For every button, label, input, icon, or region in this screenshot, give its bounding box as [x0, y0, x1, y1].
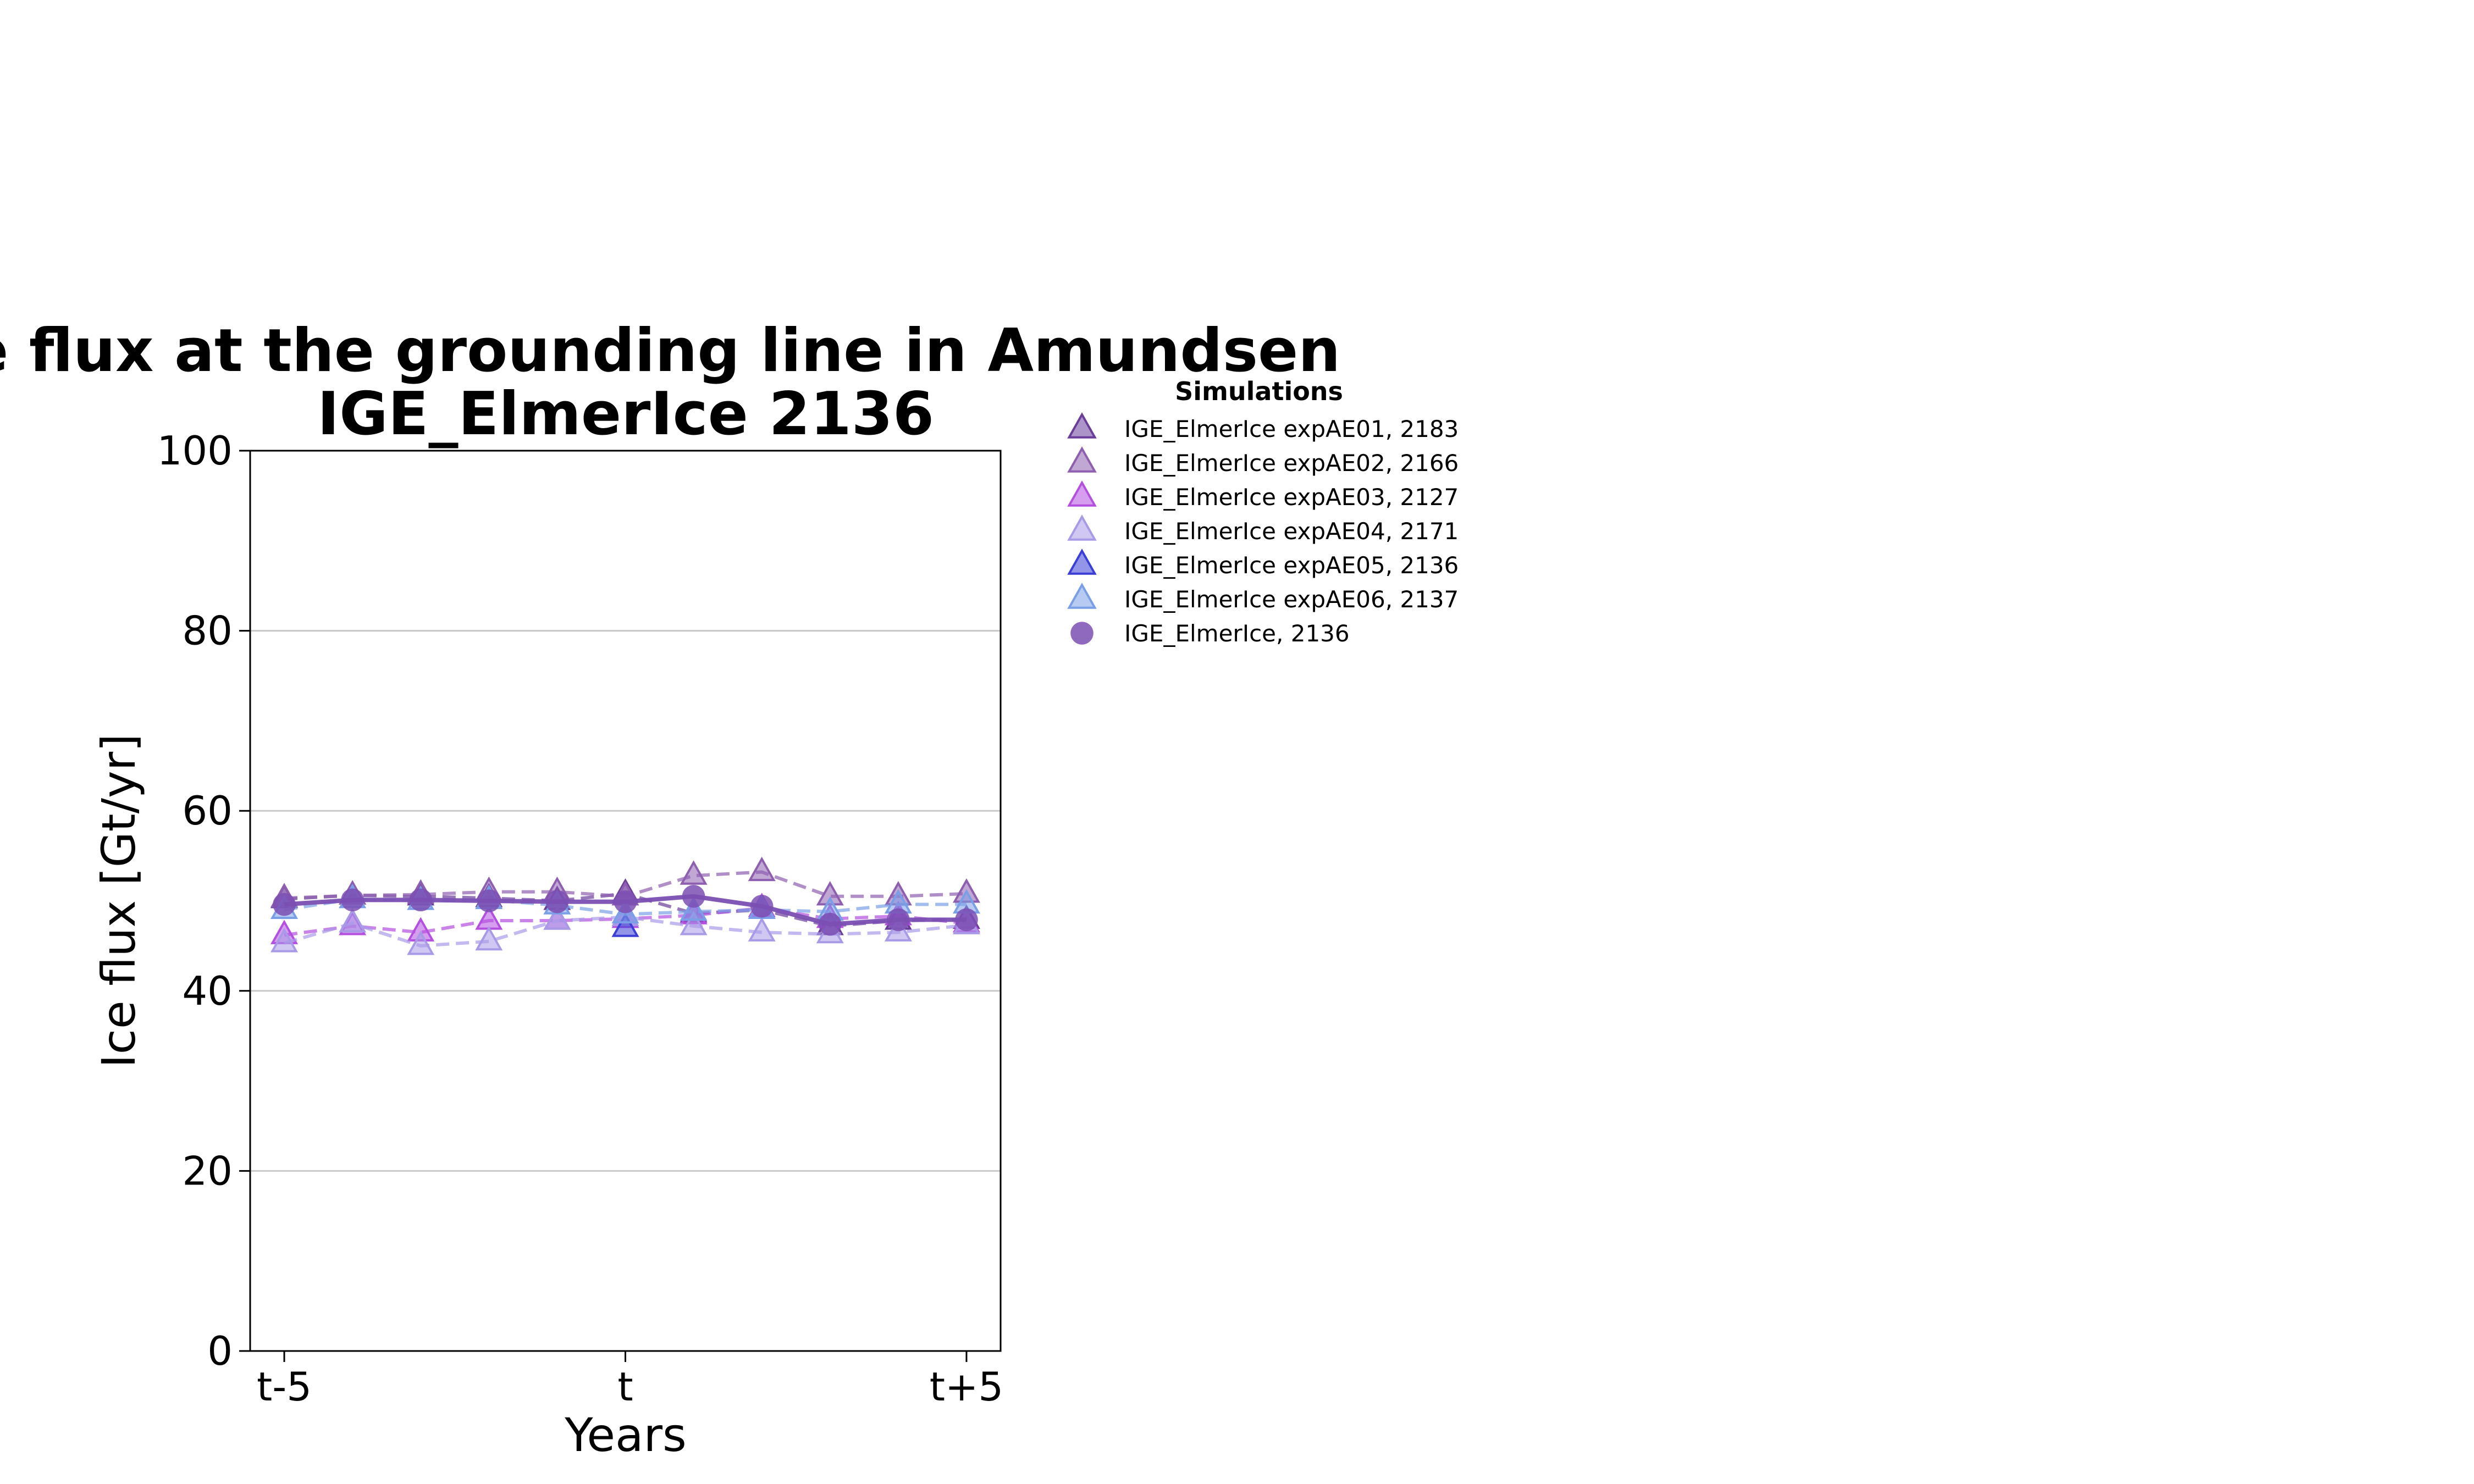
- legend-label: IGE_ElmerIce expAE06, 2137: [1124, 586, 1459, 613]
- x-tick-label: t-5: [257, 1364, 312, 1410]
- legend-marker: [1070, 622, 1094, 645]
- data-point: [750, 895, 774, 918]
- series-layer: [270, 856, 980, 955]
- legend-marker: [1067, 583, 1097, 609]
- data-point: [543, 905, 571, 930]
- data-point: [887, 908, 910, 932]
- legend-label: IGE_ElmerIce expAE02, 2166: [1124, 450, 1459, 477]
- data-point: [407, 931, 435, 955]
- data-point: [611, 912, 639, 937]
- y-tick-label: 100: [157, 428, 233, 474]
- grid-lines: [250, 630, 1001, 1172]
- data-point: [545, 890, 569, 913]
- y-tick-label: 80: [182, 608, 233, 654]
- x-tick-label: t: [617, 1364, 633, 1410]
- legend: Simulations IGE_ElmerIce expAE01, 2183 IG…: [1067, 376, 1459, 647]
- chart-title-line1: Ice flux at the grounding line in Amunds…: [0, 317, 1340, 385]
- legend-marker: [1067, 549, 1097, 575]
- y-tick-label: 40: [182, 968, 233, 1014]
- legend-label: IGE_ElmerIce expAE03, 2127: [1124, 484, 1459, 511]
- y-tick-label: 20: [182, 1148, 233, 1194]
- data-point: [680, 860, 708, 885]
- y-axis-label: Ice flux [Gt/yr]: [92, 734, 146, 1068]
- legend-marker: [1067, 412, 1097, 439]
- data-point: [818, 912, 842, 936]
- data-point: [748, 917, 776, 942]
- data-point: [680, 896, 708, 921]
- data-point: [748, 856, 776, 882]
- data-point: [955, 908, 978, 932]
- data-point: [341, 888, 364, 912]
- legend-label: IGE_ElmerIce expAE04, 2171: [1124, 518, 1459, 545]
- series-7: [273, 885, 978, 936]
- legend-marker: [1067, 446, 1097, 473]
- y-tick-label: 0: [207, 1328, 233, 1374]
- data-point: [339, 908, 367, 933]
- data-point: [477, 889, 501, 912]
- data-point: [682, 885, 705, 908]
- legend-label: IGE_ElmerIce expAE01, 2183: [1124, 416, 1459, 442]
- axes: 0 20 40 60 80 100 t-5 t t+5: [157, 428, 1004, 1410]
- series-line: [284, 915, 967, 948]
- data-point: [270, 928, 299, 953]
- data-point: [614, 890, 637, 913]
- x-tick-label: t+5: [930, 1364, 1003, 1410]
- y-tick-label: 60: [182, 788, 233, 834]
- data-point: [475, 926, 503, 951]
- legend-label: IGE_ElmerIce expAE05, 2136: [1124, 552, 1459, 579]
- legend-marker: [1067, 514, 1097, 541]
- series-5: [611, 912, 639, 937]
- legend-marker: [1067, 480, 1097, 507]
- data-point: [680, 910, 708, 935]
- data-point: [409, 888, 433, 912]
- legend-label: IGE_ElmerIce, 2136: [1124, 620, 1350, 647]
- data-point: [273, 893, 296, 916]
- legend-title: Simulations: [1175, 376, 1343, 406]
- x-axis-label: Years: [564, 1408, 687, 1462]
- chart-title-line2: IGE_ElmerIce 2136: [317, 380, 934, 448]
